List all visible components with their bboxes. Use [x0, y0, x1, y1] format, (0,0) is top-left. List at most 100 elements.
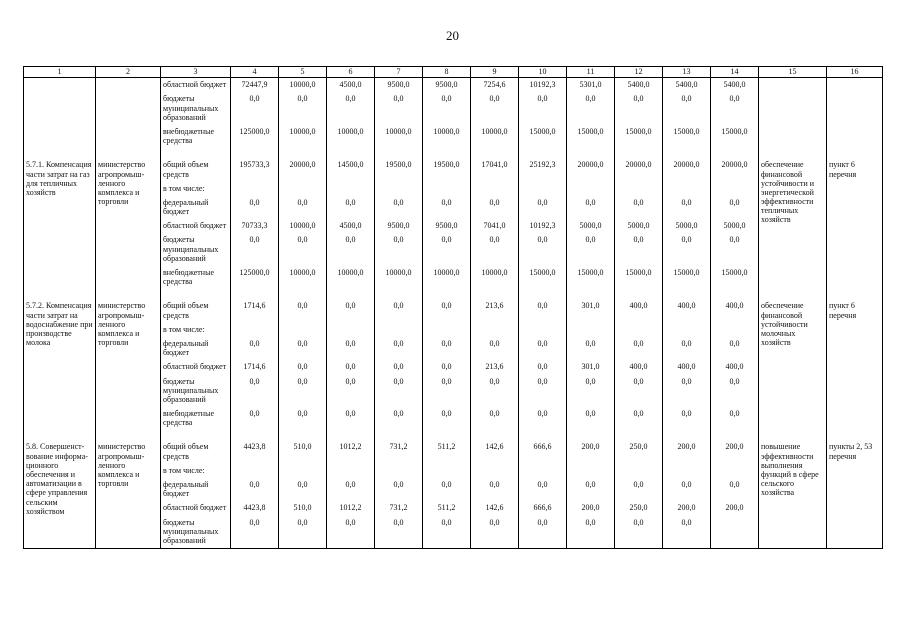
amount-cell: 9500,0 [422, 77, 471, 93]
amount-cell: 0,0 [422, 360, 471, 375]
amount-cell: 19500,0 [374, 148, 423, 182]
amount-cell: 15000,0 [662, 124, 711, 149]
amount-cell: 15000,0 [566, 124, 615, 149]
amount-cell: 400,0 [614, 360, 663, 375]
amount-cell: 400,0 [662, 289, 711, 323]
amount-cell: 5301,0 [566, 77, 615, 93]
amount-cell: 0,0 [230, 407, 279, 431]
amount-cell: 400,0 [662, 360, 711, 375]
funding-source-cell: областной бюджет [160, 219, 231, 234]
amount-cell: 10000,0 [470, 124, 519, 149]
amount-cell [374, 322, 423, 337]
amount-cell: 0,0 [662, 92, 711, 125]
table-row: в том числе: [24, 181, 883, 196]
amount-cell: 9500,0 [374, 219, 423, 234]
amount-cell [614, 181, 663, 196]
amount-cell: 510,0 [278, 501, 327, 516]
funding-source-cell: в том числе: [160, 181, 231, 196]
funding-source-cell: федеральный бюджет [160, 336, 231, 361]
amount-cell: 0,0 [566, 233, 615, 266]
amount-cell: 20000,0 [662, 148, 711, 182]
expected-result-cell [758, 77, 827, 149]
funding-source-cell: областной бюджет [160, 360, 231, 375]
amount-cell: 0,0 [422, 515, 471, 549]
amount-cell: 511,2 [422, 501, 471, 516]
amount-cell: 0,0 [518, 374, 567, 408]
amount-cell: 0,0 [230, 374, 279, 408]
amount-cell: 0,0 [230, 336, 279, 361]
amount-cell: 195733,3 [230, 148, 279, 182]
amount-cell: 7254,6 [470, 77, 519, 93]
amount-cell: 0,0 [374, 515, 423, 549]
amount-cell: 0,0 [278, 92, 327, 125]
amount-cell: 15000,0 [566, 266, 615, 290]
amount-cell: 0,0 [278, 374, 327, 408]
amount-cell: 666,6 [518, 430, 567, 464]
program-name-cell: 5.7.1. Компен­сация части затрат на газ … [23, 148, 96, 290]
table-row: 5.7.2. Компен­сация части затрат на водо… [23, 289, 883, 431]
amount-cell [566, 463, 615, 478]
column-number-header-cell: 16 [826, 65, 883, 79]
column-number-header-cell: 14 [710, 65, 759, 79]
amount-cell: 0,0 [614, 233, 663, 266]
amount-cell [566, 181, 615, 196]
column-number-header-cell: 11 [566, 65, 615, 79]
amount-cell: 0,0 [710, 407, 759, 431]
amount-cell: 10000,0 [278, 266, 327, 290]
amount-cell: 5000,0 [710, 219, 759, 234]
amount-cell: 10000,0 [374, 266, 423, 290]
budget-table-body: областной бюджет 72447,9 10000,0 4500,0 9500… [23, 77, 883, 549]
expected-result-cell: обеспечение финансовой устойчивости моло… [758, 289, 827, 431]
amount-cell: 9500,0 [422, 219, 471, 234]
program-name-cell [23, 77, 96, 149]
amount-cell: 0,0 [374, 289, 423, 323]
amount-cell: 10000,0 [422, 266, 471, 290]
reference-cell: пункт 6 перечня [826, 148, 883, 290]
amount-cell: 10000,0 [278, 124, 327, 149]
amount-cell: 14500,0 [326, 148, 375, 182]
amount-cell [326, 181, 375, 196]
table-row: федеральный бюджет 0,0 0,0 0,0 0,0 0,0 0,0 0,0 0… [24, 336, 883, 361]
amount-cell [422, 322, 471, 337]
amount-cell: 0,0 [566, 195, 615, 220]
amount-cell [278, 181, 327, 196]
amount-cell [230, 181, 279, 196]
amount-cell: 0,0 [662, 233, 711, 266]
amount-cell: 0,0 [470, 92, 519, 125]
program-name-cell: 5.7.2. Компен­сация части затрат на водо… [23, 289, 96, 431]
amount-cell: 4500,0 [326, 219, 375, 234]
amount-cell: 5400,0 [662, 77, 711, 93]
amount-cell: 125000,0 [230, 266, 279, 290]
amount-cell: 0,0 [374, 195, 423, 220]
amount-cell: 25192,3 [518, 148, 567, 182]
amount-cell: 200,0 [566, 501, 615, 516]
amount-cell: 0,0 [230, 515, 279, 549]
amount-cell: 0,0 [518, 289, 567, 323]
amount-cell: 0,0 [518, 336, 567, 361]
amount-cell: 0,0 [518, 407, 567, 431]
amount-cell: 0,0 [278, 289, 327, 323]
amount-cell: 5000,0 [566, 219, 615, 234]
amount-cell: 0,0 [422, 407, 471, 431]
amount-cell: 15000,0 [614, 266, 663, 290]
amount-cell: 0,0 [710, 336, 759, 361]
amount-cell: 72447,9 [230, 77, 279, 93]
funding-source-cell: федеральный бюджет [160, 478, 231, 502]
funding-source-cell: внебюджетные средства [160, 266, 231, 290]
funding-source-cell: бюджеты муниципальных образований [160, 92, 231, 125]
amount-cell: 0,0 [374, 478, 423, 502]
amount-cell: 20000,0 [614, 148, 663, 182]
table-row: областной бюджет 72447,9 10000,0 4500,0 9500… [23, 77, 883, 149]
funding-source-cell: в том числе: [160, 463, 231, 478]
amount-cell: 0,0 [614, 336, 663, 361]
amount-cell: 0,0 [662, 515, 711, 549]
amount-cell [614, 463, 663, 478]
funding-source-cell: федеральный бюджет [160, 195, 231, 220]
amount-cell: 0,0 [326, 336, 375, 361]
amount-cell [710, 515, 759, 549]
column-number-header-cell: 10 [518, 65, 567, 79]
amount-cell [566, 322, 615, 337]
amount-cell: 0,0 [470, 407, 519, 431]
amount-cell: 20000,0 [566, 148, 615, 182]
amount-cell: 15000,0 [518, 124, 567, 149]
